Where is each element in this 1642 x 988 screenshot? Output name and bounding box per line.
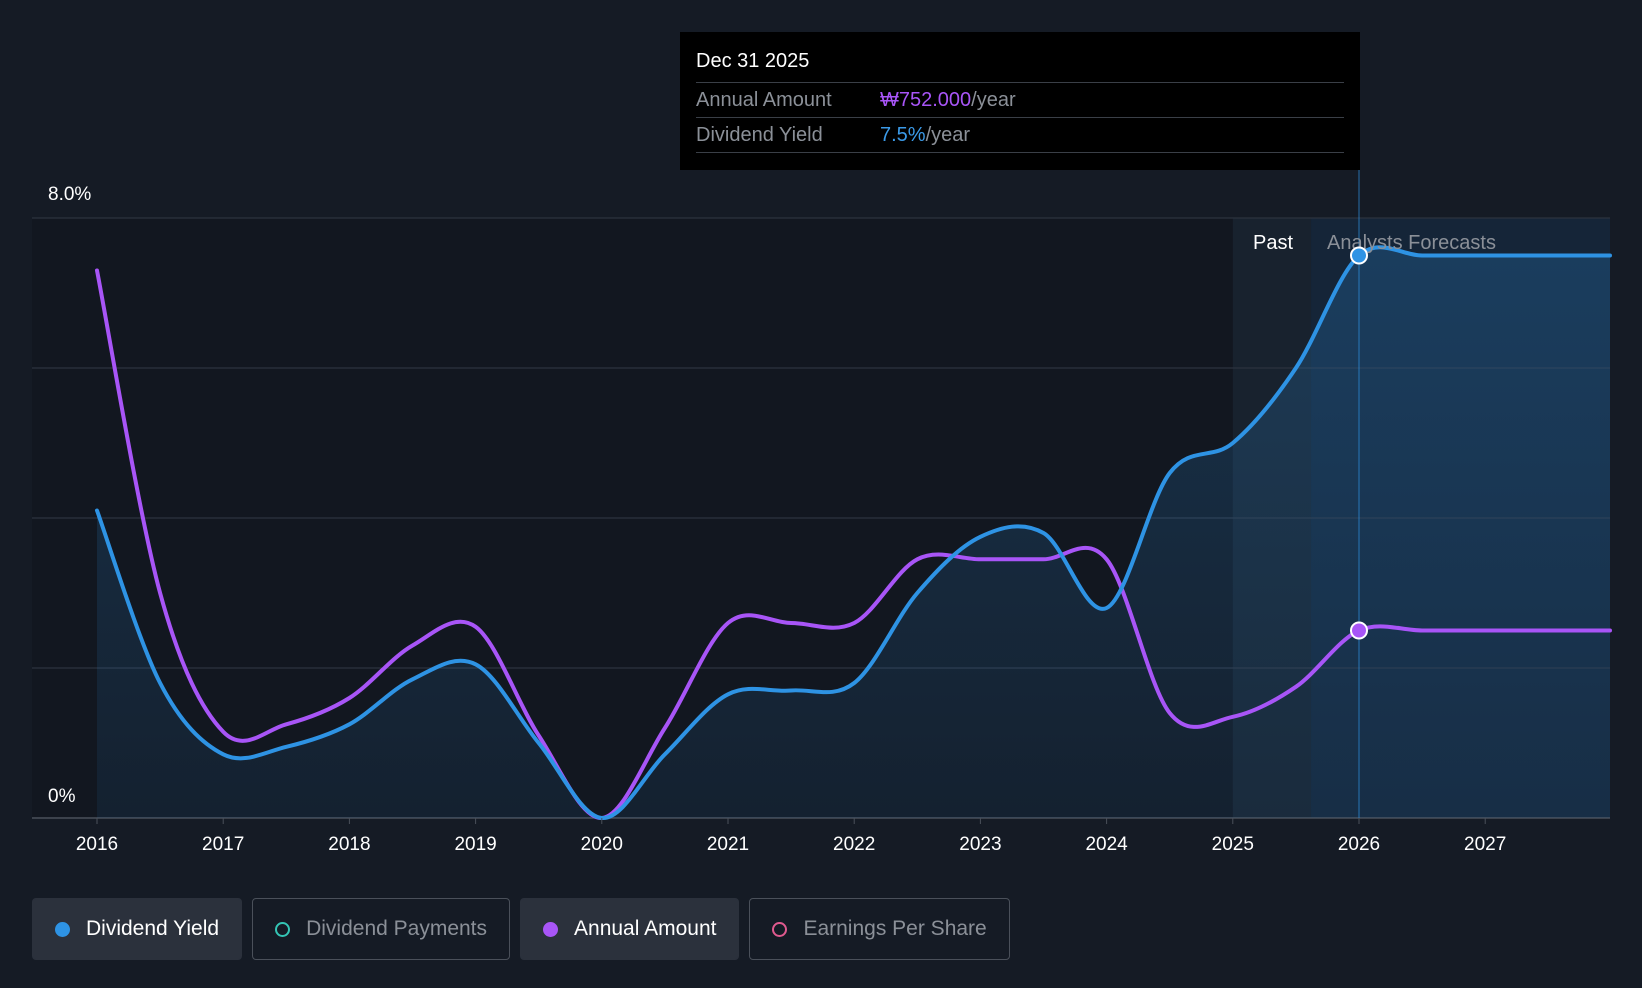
tooltip-row-dividend-yield: Dividend Yield 7.5% /year: [696, 118, 1344, 153]
legend: Dividend Yield Dividend Payments Annual …: [32, 898, 1010, 960]
tooltip-date: Dec 31 2025: [696, 46, 1344, 83]
past-label: Past: [1253, 232, 1293, 254]
dividend-yield-dot-icon: [55, 921, 70, 937]
tooltip-value: ₩752.000: [880, 89, 972, 111]
x-tick-label: 2021: [707, 834, 749, 855]
annual-amount-dot-icon: [543, 921, 559, 937]
tooltip-unit: /year: [971, 89, 1016, 111]
dividend-yield-line: [95, 245, 1612, 820]
x-tick-label: 2016: [76, 834, 118, 855]
legend-label: Annual Amount: [574, 917, 717, 940]
x-tick-label: 2018: [328, 834, 370, 855]
legend-dividend-yield[interactable]: Dividend Yield: [32, 898, 243, 960]
x-tick-label: 2022: [833, 834, 875, 855]
annual-amount-marker[interactable]: [1350, 621, 1368, 640]
dividend-yield-marker[interactable]: [1350, 246, 1368, 265]
legend-label: Dividend Payments: [306, 917, 488, 940]
dividend-yield-area: [97, 247, 1610, 819]
legend-label: Earnings Per Share: [803, 917, 987, 940]
y-axis-top-label: 8.0%: [48, 184, 91, 205]
x-tick-label: 2020: [581, 834, 623, 855]
tooltip: Dec 31 2025 Annual Amount ₩752.000 /year…: [680, 32, 1360, 170]
x-tick-label: 2027: [1464, 834, 1506, 855]
x-tick-label: 2019: [454, 834, 496, 855]
annual-amount-line: [95, 268, 1612, 821]
legend-label: Dividend Yield: [86, 917, 220, 940]
x-tick-label: 2023: [959, 834, 1001, 855]
y-axis-bottom-label: 0%: [48, 786, 76, 807]
tooltip-unit: /year: [925, 124, 971, 146]
x-tick-label: 2024: [1085, 834, 1128, 855]
tooltip-label: Dividend Yield: [696, 124, 823, 146]
x-tick-label: 2025: [1212, 834, 1254, 855]
forecast-label: Analysts Forecasts: [1327, 232, 1496, 254]
x-tick-label: 2026: [1338, 834, 1380, 855]
tooltip-row-annual-amount: Annual Amount ₩752.000 /year: [696, 83, 1344, 118]
dividend-payments-ring-icon: [275, 921, 291, 937]
earnings-per-share-ring-icon: [772, 921, 788, 937]
tooltip-label: Annual Amount: [696, 89, 832, 111]
legend-earnings-per-share[interactable]: Earnings Per Share: [749, 898, 1010, 960]
x-tick-label: 2017: [202, 834, 244, 855]
tooltip-value: 7.5%: [880, 124, 926, 146]
x-axis-ticks: 2016 2017 2018 2019 2020 2021 2022 2023 2024 2025…: [76, 818, 1506, 855]
legend-dividend-payments[interactable]: Dividend Payments: [252, 898, 511, 960]
legend-annual-amount[interactable]: Annual Amount: [520, 898, 740, 960]
